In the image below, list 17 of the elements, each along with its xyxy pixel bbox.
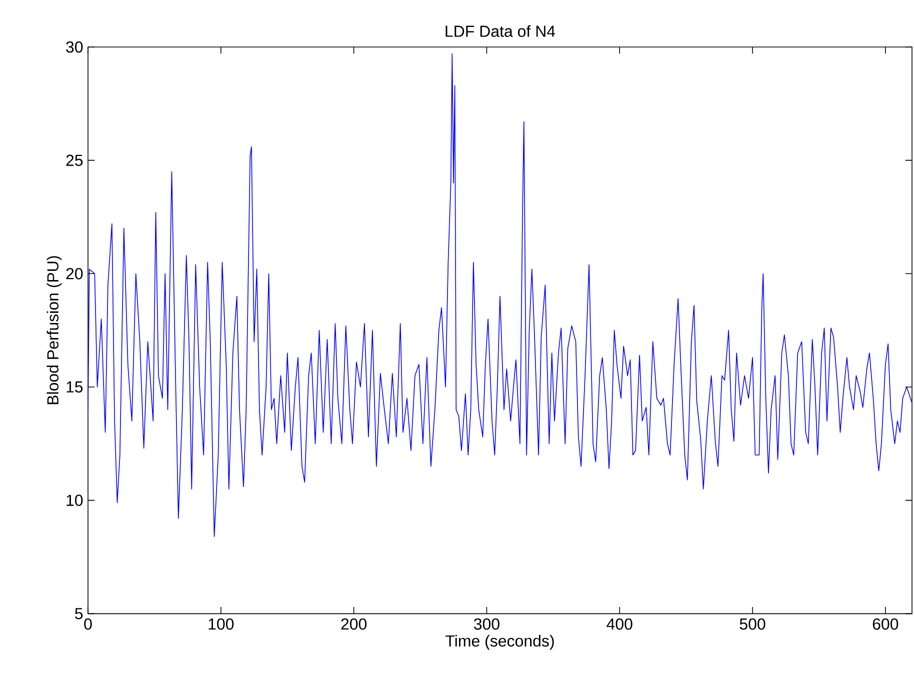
x-tick-label: 500 <box>740 618 766 630</box>
line-series <box>88 53 912 537</box>
x-tick-label: 200 <box>341 618 367 630</box>
x-axis-title: Time (seconds) <box>446 634 554 650</box>
x-tick-label: 600 <box>872 618 898 630</box>
y-tick-label: 10 <box>66 494 83 506</box>
x-tick-label: 100 <box>208 618 234 630</box>
x-tick-label: 300 <box>474 618 500 630</box>
y-tick-label: 30 <box>66 41 83 53</box>
y-tick-label: 15 <box>66 381 83 393</box>
chart-title: LDF Data of N4 <box>446 25 556 37</box>
x-tick-label: 0 <box>84 618 92 630</box>
y-tick-label: 20 <box>66 268 83 280</box>
x-tick-label: 400 <box>606 618 632 630</box>
y-axis-title: Blood Perfusion (PU) <box>46 256 62 404</box>
y-tick-label: 25 <box>66 154 83 166</box>
y-tick-label: 5 <box>75 608 83 620</box>
